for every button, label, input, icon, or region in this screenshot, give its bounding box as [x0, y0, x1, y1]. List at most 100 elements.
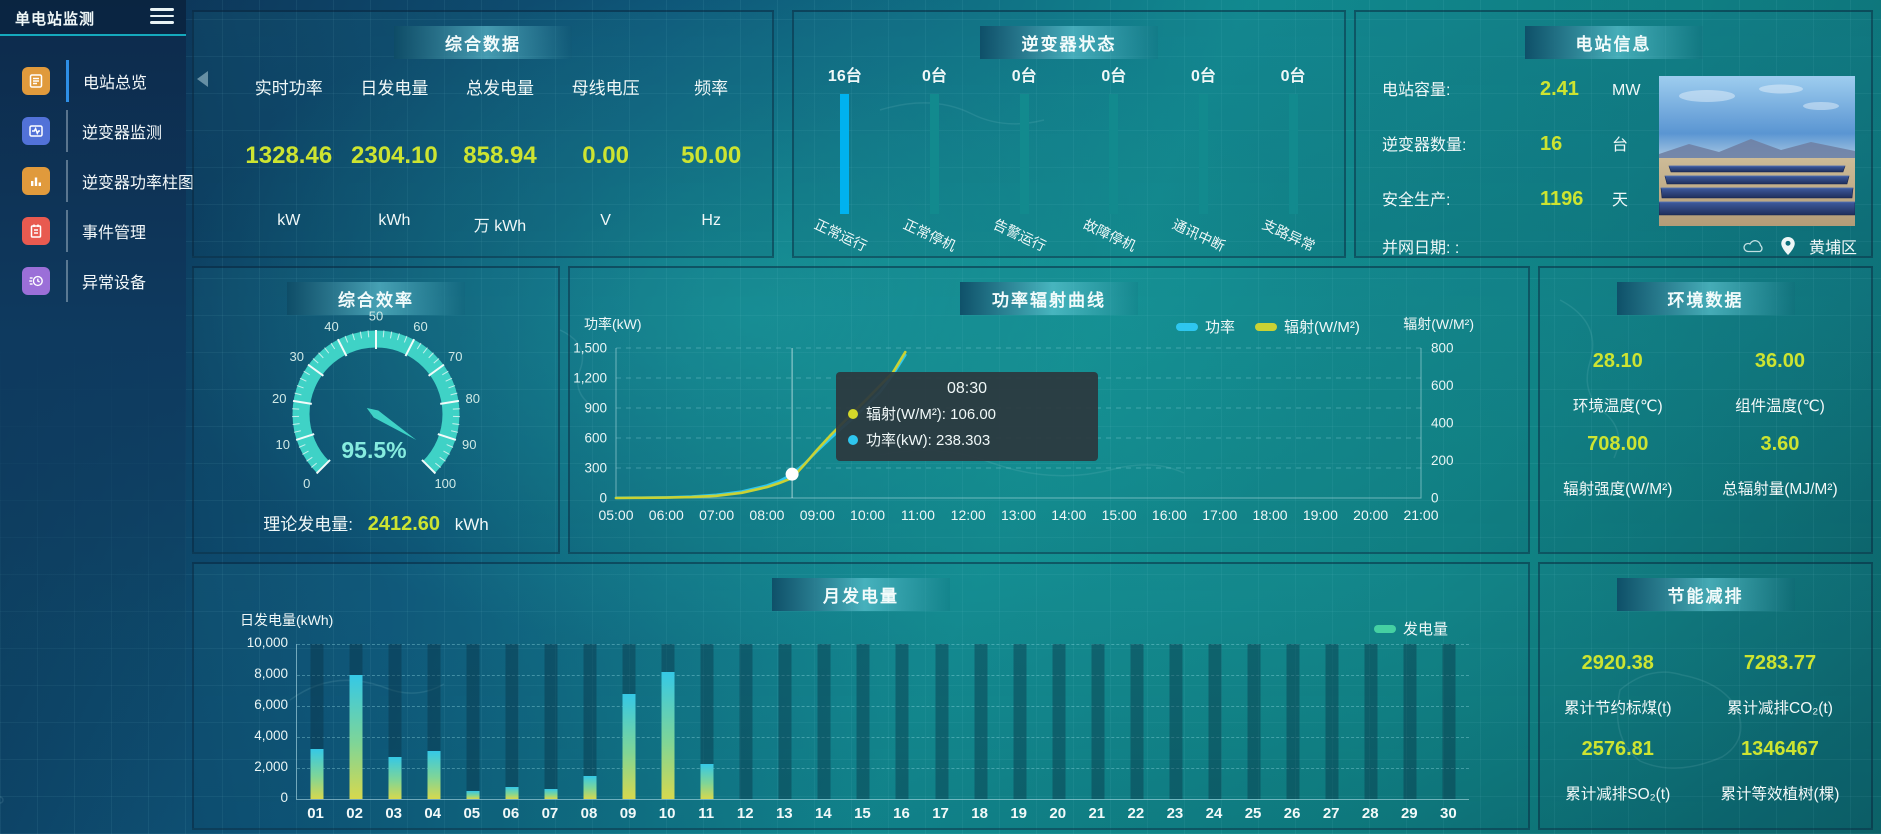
- svg-text:05:00: 05:00: [598, 507, 633, 523]
- bar-column-28: [1352, 644, 1391, 799]
- row-label: 并网日期: :: [1382, 240, 1460, 257]
- bar-background: [583, 644, 597, 799]
- row-value: 1196: [1540, 188, 1584, 210]
- svg-text:0: 0: [599, 491, 607, 506]
- x-tick-label: 27: [1322, 805, 1340, 822]
- panel-efficiency: 综合效率 0 10 20 30 40 50 60 70 80 90 100 95.5% 理论发电量: …: [192, 266, 560, 554]
- x-tick-label: 19: [1010, 805, 1027, 822]
- metric-value: 2304.10: [351, 142, 438, 169]
- metric-unit: kWh: [378, 212, 411, 229]
- status-comm-interrupted: 0台 通讯中断: [1159, 12, 1247, 256]
- station-photo: [1659, 76, 1855, 226]
- bar-background: [700, 644, 714, 799]
- bar-background: [817, 644, 831, 799]
- svg-text:20:00: 20:00: [1353, 507, 1388, 523]
- bar-background: [1013, 644, 1027, 799]
- legend-swatch-radiation: [1255, 322, 1278, 331]
- x-tick-label: 15: [854, 805, 871, 822]
- sidebar-item-inverter-monitor[interactable]: 逆变器监测: [0, 106, 186, 156]
- svg-text:60: 60: [413, 319, 427, 334]
- metric-unit: V: [600, 212, 611, 229]
- svg-text:16:00: 16:00: [1152, 507, 1187, 523]
- row-label: 逆变器数量:: [1382, 137, 1467, 154]
- sidebar: 单电站监测 电站总览 逆变器监测: [0, 0, 194, 834]
- y-tick-label: 2,000: [254, 759, 288, 774]
- metric-label: 实时功率: [254, 79, 323, 98]
- sidebar-item-inverter-power-bars[interactable]: 逆变器功率柱图: [0, 156, 194, 206]
- bar-background: [1325, 644, 1339, 799]
- metric-bus-voltage: 母线电压 0.00 V: [553, 12, 659, 256]
- svg-text:13:00: 13:00: [1001, 507, 1036, 523]
- metric-daily-energy: 日发电量 2304.10 kWh: [342, 12, 448, 256]
- status-bar: [1288, 94, 1298, 214]
- panel-power-radiation-curve: 功率辐射曲线 功率(kW) 辐射(W/M²) 功率 辐射(W/M²) 0 300 6…: [568, 266, 1530, 554]
- bar-column-18: [961, 644, 1000, 799]
- sidebar-collapse-arrow-icon[interactable]: [197, 71, 208, 87]
- weather-cloud-icon: [1743, 239, 1763, 252]
- svg-text:800: 800: [1431, 341, 1454, 356]
- bar-background: [1091, 644, 1105, 799]
- panel-energy-saving: 节能减排 2920.38 7283.77 累计节约标煤(t) 累计减排CO₂(t…: [1538, 562, 1873, 830]
- monthly-legend[interactable]: 发电量: [1374, 618, 1448, 639]
- sidebar-item-station-overview[interactable]: 电站总览: [0, 56, 186, 106]
- svg-text:0: 0: [1431, 491, 1439, 506]
- line-chart-legend: 功率 辐射(W/M²): [1176, 316, 1360, 337]
- monthly-y-axis-name: 日发电量(kWh): [240, 612, 334, 628]
- bar-column-19: [1000, 644, 1039, 799]
- module-temp-label: 组件温度(℃): [1735, 398, 1825, 415]
- svg-text:95.5%: 95.5%: [341, 437, 406, 463]
- hamburger-menu-icon[interactable]: [150, 8, 174, 26]
- x-tick-label: 14: [815, 805, 832, 822]
- metric-unit: Hz: [701, 212, 721, 229]
- bar-background: [974, 644, 988, 799]
- bar-column-20: [1039, 644, 1078, 799]
- svg-text:40: 40: [324, 319, 338, 334]
- inverter-count-row: 逆变器数量: 16 台: [1382, 131, 1692, 156]
- event-notebook-icon: [22, 217, 50, 245]
- x-tick-label: 16: [893, 805, 910, 822]
- svg-text:300: 300: [584, 461, 607, 476]
- legend-label: 功率: [1205, 319, 1236, 336]
- env-temp-label: 环境温度(℃): [1572, 398, 1663, 415]
- bar-background: [778, 644, 792, 799]
- bar-column-29: [1391, 644, 1430, 799]
- bar-background: [505, 644, 519, 799]
- legend-radiation[interactable]: 辐射(W/M²): [1255, 316, 1360, 337]
- grid-line: [297, 768, 1469, 769]
- bar-column-25: [1235, 644, 1274, 799]
- status-alarm-running: 0台 告警运行: [980, 12, 1068, 256]
- x-tick-label: 26: [1283, 805, 1301, 822]
- svg-text:20: 20: [272, 391, 286, 406]
- generation-bar: [622, 693, 636, 799]
- status-fault-shutdown: 0台 故障停机: [1070, 12, 1158, 256]
- grid-line: [297, 706, 1469, 707]
- legend-label: 发电量: [1403, 621, 1449, 638]
- panel-title-energy-saving: 节能减排: [1616, 578, 1795, 611]
- bar-column-04: [414, 644, 453, 799]
- sidebar-item-abnormal-devices[interactable]: 异常设备: [0, 256, 186, 306]
- generation-bar: [466, 791, 480, 799]
- active-indicator: [66, 60, 69, 102]
- bar-background: [1247, 644, 1261, 799]
- metric-value: 0.00: [582, 142, 629, 169]
- panel-title-efficiency: 综合效率: [287, 282, 465, 315]
- theory-value: 2412.60: [367, 513, 441, 535]
- svg-text:07:00: 07:00: [699, 507, 734, 523]
- bar-background: [895, 644, 909, 799]
- legend-power[interactable]: 功率: [1176, 316, 1235, 337]
- svg-text:90: 90: [462, 437, 476, 452]
- total-radiation-value: 3.60: [1760, 433, 1800, 455]
- sidebar-item-event-management[interactable]: 事件管理: [0, 206, 186, 256]
- summary-metrics: 实时功率 1328.46 kW 日发电量 2304.10 kWh 总发电量 85…: [236, 12, 764, 256]
- x-tick-label: 03: [385, 805, 402, 822]
- svg-text:18:00: 18:00: [1253, 507, 1288, 523]
- bar-column-21: [1078, 644, 1117, 799]
- row-value: 2.41: [1540, 78, 1579, 100]
- sidebar-item-label: 事件管理: [82, 225, 147, 242]
- env-temp-value: 28.10: [1592, 350, 1643, 372]
- location-pin-icon: [1781, 237, 1795, 255]
- y-tick-label: 0: [280, 790, 288, 805]
- panel-environment: 环境数据 28.10 36.00 环境温度(℃) 组件温度(℃) 708.00 …: [1538, 266, 1873, 554]
- x-tick-label: 30: [1440, 805, 1457, 822]
